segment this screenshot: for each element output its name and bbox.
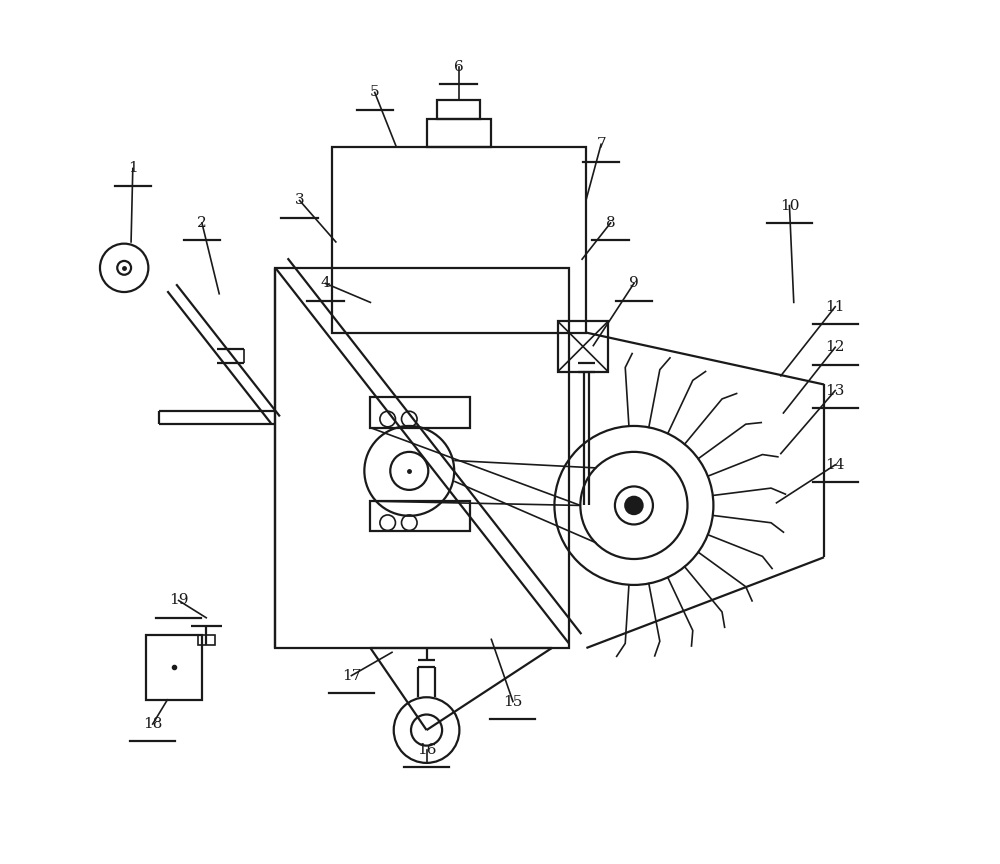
Text: 2: 2 (197, 216, 207, 230)
Text: 14: 14 (825, 458, 845, 472)
Text: 11: 11 (825, 300, 845, 314)
Bar (558, 321, 608, 372)
Text: 9: 9 (629, 276, 639, 290)
Text: 8: 8 (606, 216, 615, 230)
Text: 6: 6 (454, 60, 463, 73)
Circle shape (625, 497, 643, 514)
Text: 10: 10 (780, 199, 799, 213)
Text: 18: 18 (143, 717, 162, 731)
Bar (427, 119, 491, 147)
Text: 15: 15 (503, 695, 523, 708)
Text: 1: 1 (128, 162, 138, 175)
Text: 12: 12 (825, 340, 845, 354)
Text: 5: 5 (370, 86, 380, 99)
Bar (146, 635, 202, 700)
Text: 13: 13 (826, 384, 845, 397)
Bar (370, 397, 470, 428)
Text: 7: 7 (596, 137, 606, 151)
Text: 3: 3 (295, 194, 304, 207)
Text: 16: 16 (417, 743, 436, 757)
Text: 4: 4 (321, 276, 330, 290)
Text: 17: 17 (342, 669, 361, 683)
Bar (275, 268, 569, 648)
Bar (198, 635, 215, 645)
Text: 19: 19 (169, 594, 188, 607)
Bar (437, 100, 480, 119)
Bar (332, 147, 586, 333)
Bar (370, 501, 470, 531)
